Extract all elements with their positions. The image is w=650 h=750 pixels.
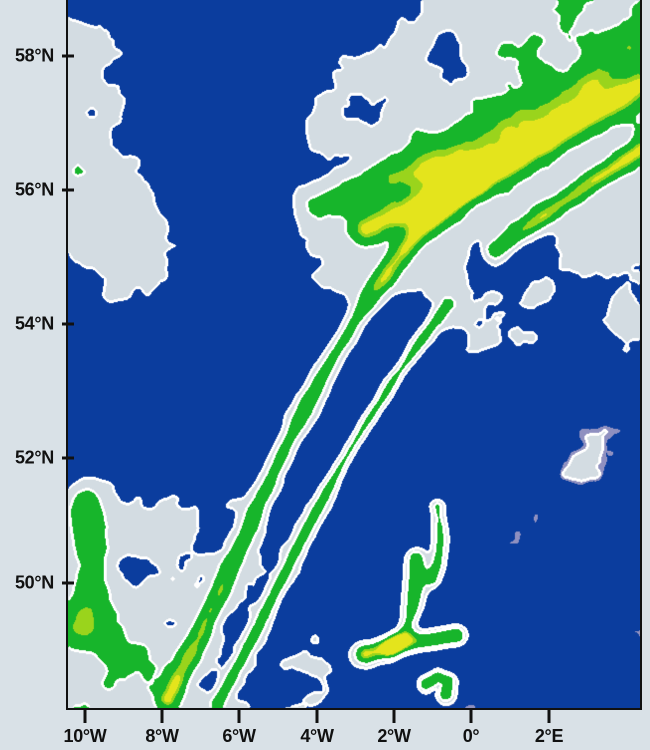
ytick-label-58n: 58°N	[14, 45, 54, 66]
ytick-mark-54n	[62, 322, 74, 326]
xtick-mark-2e	[547, 710, 551, 723]
xtick-mark-8w	[160, 710, 164, 723]
xtick-label-8w: 8°W	[145, 726, 179, 746]
map-raster	[68, 0, 640, 708]
ytick-mark-52n	[62, 456, 74, 460]
ytick-label-54n: 54°N	[14, 313, 54, 334]
xtick-label-10w: 10°W	[63, 726, 107, 746]
xtick-label-6w: 6°W	[222, 726, 256, 746]
xtick-mark-0	[469, 710, 473, 723]
xtick-label-4w: 4°W	[300, 726, 334, 746]
ytick-mark-56n	[62, 188, 74, 192]
ytick-mark-58n	[62, 54, 74, 58]
xtick-label-2w: 2°W	[377, 726, 411, 746]
ytick-label-52n: 52°N	[14, 447, 54, 468]
ytick-label-56n: 56°N	[14, 179, 54, 200]
xtick-label-2e: 2°E	[534, 726, 564, 746]
xtick-mark-10w	[83, 710, 87, 723]
xtick-label-0: 0°	[462, 726, 480, 746]
xtick-mark-4w	[315, 710, 319, 723]
xtick-mark-2w	[392, 710, 396, 723]
ytick-mark-50n	[62, 581, 74, 585]
ytick-label-50n: 50°N	[14, 572, 54, 593]
xtick-mark-6w	[237, 710, 241, 723]
map-plot-area[interactable]	[66, 0, 642, 710]
